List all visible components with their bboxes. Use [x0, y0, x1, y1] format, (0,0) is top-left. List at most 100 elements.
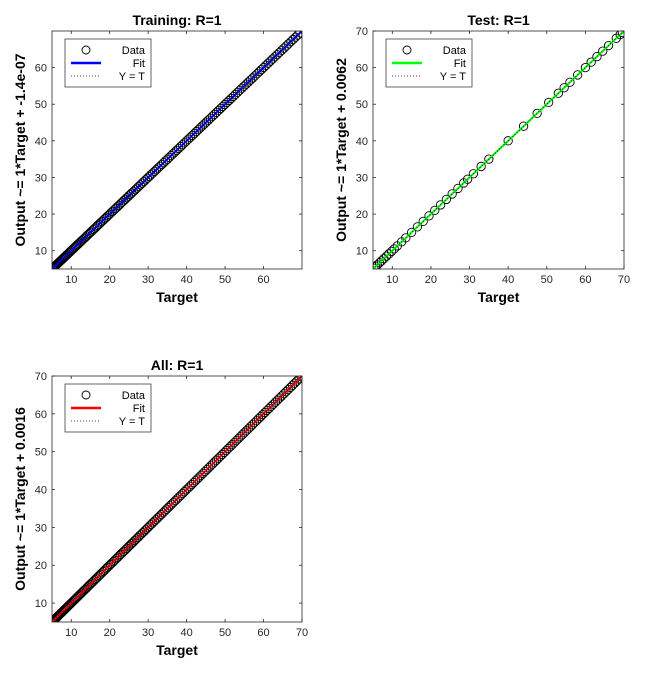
x-axis-label: Target: [156, 642, 198, 658]
data-point: [132, 183, 142, 193]
data-point: [406, 227, 417, 238]
data-point: [373, 263, 379, 269]
data-points: [52, 376, 302, 622]
data-point: [135, 180, 146, 190]
data-point: [430, 205, 440, 216]
data-point: [172, 494, 182, 504]
data-point: [381, 251, 392, 261]
data-point: [158, 508, 168, 518]
data-point: [468, 169, 479, 179]
y-axis-label: Output ~= 1*Target + 0.0062: [333, 58, 349, 242]
data-point: [518, 121, 529, 131]
data-point: [133, 532, 143, 543]
x-axis-label: Target: [156, 289, 198, 305]
x-tick-label: 50: [219, 627, 231, 639]
y-tick-label: 30: [35, 172, 47, 184]
data-point: [148, 168, 158, 178]
data-point: [73, 239, 83, 250]
data-point: [167, 499, 177, 509]
chart-title: Training: R=1: [132, 12, 221, 28]
axes-box: [372, 30, 625, 270]
x-tick-label: 40: [180, 627, 192, 639]
y-tick-label: 20: [35, 209, 47, 221]
data-point: [176, 490, 186, 500]
data-point: [74, 590, 84, 600]
y-tick-label: 70: [35, 371, 47, 383]
data-point: [185, 481, 195, 491]
legend-label: Fit: [133, 403, 145, 415]
data-point: [153, 513, 163, 523]
data-point: [615, 31, 624, 40]
axes-box: [51, 375, 303, 623]
y-tick-label: 50: [35, 99, 47, 111]
x-tick-label: 50: [541, 274, 553, 286]
data-point: [177, 488, 188, 499]
data-point: [435, 200, 446, 210]
legend-label: Y = T: [119, 71, 145, 83]
data-point: [144, 521, 155, 531]
x-tick-label: 30: [142, 627, 154, 639]
data-point: [149, 516, 160, 526]
identity-line: [52, 31, 302, 269]
data-point: [142, 173, 153, 183]
x-tick-label: 60: [257, 627, 269, 639]
data-point: [138, 528, 148, 538]
data-point: [484, 154, 494, 164]
panel-2: 10 20 30 40 50 60 70 10 20 30 40 50 60 70 Test: R=1 Tar…: [333, 12, 630, 305]
data-point: [544, 97, 554, 108]
data-point: [476, 161, 486, 172]
x-tick-label: 60: [257, 274, 269, 286]
data-point: [123, 542, 134, 552]
data-point: [130, 535, 140, 546]
data-point: [146, 170, 156, 180]
chart-title: Test: R=1: [467, 12, 530, 28]
data-point: [118, 196, 129, 206]
y-tick-label: 10: [35, 246, 47, 258]
legend-label: Data: [122, 45, 146, 57]
legend-label: Data: [122, 390, 146, 402]
legend-marker-data: [402, 45, 412, 55]
data-point: [401, 233, 411, 243]
data-point: [441, 194, 452, 205]
data-point: [139, 176, 149, 187]
legend-label: Fit: [133, 58, 145, 70]
data-point: [140, 175, 151, 185]
fit-line: [52, 376, 302, 622]
data-point: [158, 158, 169, 168]
x-tick-label: 10: [386, 274, 398, 286]
data-point: [181, 485, 191, 495]
data-point: [143, 523, 153, 533]
y-tick-label: 10: [356, 246, 368, 258]
data-point: [160, 506, 170, 516]
data-point: [586, 57, 596, 67]
x-tick-label: 40: [180, 274, 192, 286]
y-tick-label: 60: [35, 63, 47, 75]
y-axis-label: Output ~= 1*Target + -1.4e-07: [12, 53, 28, 246]
chart-title: All: R=1: [151, 357, 204, 373]
x-tick-label: 60: [579, 274, 591, 286]
x-tick-label: 30: [463, 274, 475, 286]
data-point: [168, 497, 179, 508]
plot-content: [52, 31, 302, 269]
data-point: [379, 254, 389, 264]
data-point: [183, 483, 193, 493]
data-point: [592, 51, 602, 62]
plot-content: [373, 31, 624, 269]
data-point: [295, 31, 302, 38]
data-point: [120, 194, 130, 204]
y-tick-label: 20: [35, 560, 47, 572]
x-axis-label: Target: [478, 289, 520, 305]
legend-marker-data: [81, 390, 91, 400]
y-tick-label: 40: [35, 485, 47, 497]
data-point: [136, 529, 146, 539]
data-point: [157, 159, 167, 170]
data-point: [617, 31, 624, 38]
data-point: [154, 511, 165, 521]
data-point: [389, 244, 399, 254]
data-point: [418, 216, 428, 227]
data-point: [80, 584, 90, 595]
